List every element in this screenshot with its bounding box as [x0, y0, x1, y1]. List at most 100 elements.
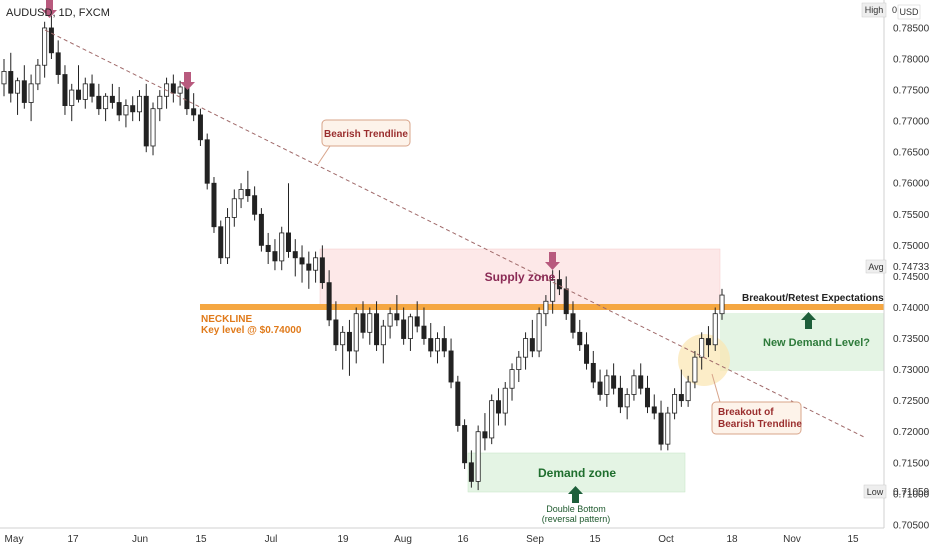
- candle-up: [543, 300, 549, 315]
- candle-up: [231, 198, 237, 218]
- candle-up: [15, 80, 21, 94]
- candle-up: [69, 89, 75, 106]
- low-badge-value: 0.71059: [893, 487, 930, 498]
- neckline-band: [200, 304, 884, 310]
- candle-down: [130, 105, 136, 113]
- candle-up: [509, 369, 515, 389]
- y-tick-label: 0.75500: [893, 210, 930, 221]
- candle-down: [495, 400, 501, 414]
- candle-down: [245, 189, 251, 197]
- candle-up: [1, 71, 7, 85]
- candle-up: [692, 356, 698, 383]
- candle-up: [387, 313, 393, 327]
- ticker-label: AUDUSD, 1D, FXCM: [6, 7, 110, 19]
- breakout-of-label: Breakout of: [718, 407, 774, 418]
- candle-down: [197, 114, 203, 141]
- candle-down: [55, 52, 61, 75]
- x-tick-label: 19: [337, 534, 349, 545]
- candle-down: [705, 338, 711, 346]
- candle-up: [719, 294, 725, 315]
- candle-down: [374, 313, 380, 346]
- candle-up: [150, 108, 156, 147]
- candle-down: [617, 387, 623, 408]
- candle-up: [672, 394, 678, 414]
- candle-down: [428, 338, 434, 352]
- candle-down: [421, 325, 427, 339]
- y-tick-label: 0.77000: [893, 117, 930, 128]
- x-tick-label: 15: [589, 534, 601, 545]
- candle-down: [76, 89, 82, 100]
- candle-down: [462, 425, 468, 464]
- candles-group: [1, 9, 725, 491]
- candle-down: [638, 375, 644, 389]
- candle-up: [340, 331, 346, 346]
- arrow-down-icon: [180, 72, 195, 90]
- x-axis-ticks: May 17 Jun 15 Jul 19 Aug 16 Sep 15 Oct 18 Nov 15: [5, 534, 859, 545]
- candle-up: [665, 412, 671, 445]
- double-bottom-label: Double Bottom: [546, 504, 606, 514]
- y-tick-label: 0.73500: [893, 334, 930, 345]
- candle-up: [238, 189, 244, 200]
- demand-zone-rect: [467, 452, 686, 493]
- candle-down: [285, 232, 291, 252]
- candle-down: [62, 74, 68, 106]
- avg-badge-value: 0.74733: [893, 262, 930, 273]
- x-tick-label: 16: [457, 534, 469, 545]
- breakout-circle: [678, 334, 730, 386]
- candle-down: [218, 226, 224, 259]
- candle-down: [360, 313, 366, 333]
- y-tick-label: 0.70500: [893, 520, 930, 531]
- candle-down: [529, 338, 535, 352]
- candle-up: [516, 356, 522, 371]
- candle-up: [225, 217, 231, 259]
- candle-down: [584, 344, 590, 364]
- y-tick-label: 0.77500: [893, 86, 930, 97]
- candle-up: [523, 338, 529, 358]
- y-tick-label: 0.75000: [893, 241, 930, 252]
- candle-down: [482, 431, 488, 439]
- reversal-pattern-label: (reversal pattern): [542, 514, 611, 524]
- x-tick-label: 18: [726, 534, 738, 545]
- x-tick-label: Aug: [394, 534, 412, 545]
- candle-down: [306, 263, 312, 271]
- x-tick-label: 15: [195, 534, 207, 545]
- candle-up: [28, 83, 34, 103]
- candle-down: [468, 462, 474, 482]
- y-tick-label: 0.72500: [893, 396, 930, 407]
- x-tick-label: 15: [847, 534, 859, 545]
- low-badge-label: Low: [867, 487, 884, 497]
- candle-up: [604, 375, 610, 395]
- arrow-down-icon: [545, 252, 560, 270]
- y-tick-label: 0.71500: [893, 458, 930, 469]
- y-tick-label: 0.78000: [893, 55, 930, 66]
- candle-down: [116, 102, 122, 116]
- y-tick-label: 0.76500: [893, 148, 930, 159]
- candle-down: [401, 319, 407, 339]
- y-tick-label: 0.74000: [893, 303, 930, 314]
- candle-up: [624, 394, 630, 408]
- candle-down: [658, 412, 664, 445]
- currency-badge[interactable]: USD: [899, 7, 919, 17]
- candle-down: [455, 381, 461, 426]
- candle-up: [136, 95, 142, 113]
- x-tick-label: 17: [67, 534, 79, 545]
- bearish-trendline-box: [321, 119, 411, 147]
- candle-down: [556, 279, 562, 290]
- candle-up: [407, 316, 413, 339]
- candle-up: [313, 257, 319, 271]
- candle-down: [292, 251, 298, 259]
- candle-up: [103, 95, 109, 110]
- arrow-down-icon: [42, 0, 57, 18]
- candle-up: [367, 313, 373, 333]
- candle-down: [448, 350, 454, 383]
- candle-down: [299, 257, 305, 265]
- candle-up: [123, 105, 129, 116]
- y-tick-label: 0.73000: [893, 365, 930, 376]
- candle-down: [563, 288, 569, 315]
- candle-down: [252, 195, 258, 215]
- candle-down: [651, 406, 657, 414]
- candle-up: [536, 313, 542, 352]
- candle-up: [502, 387, 508, 414]
- arrow-up-icon: [801, 312, 816, 329]
